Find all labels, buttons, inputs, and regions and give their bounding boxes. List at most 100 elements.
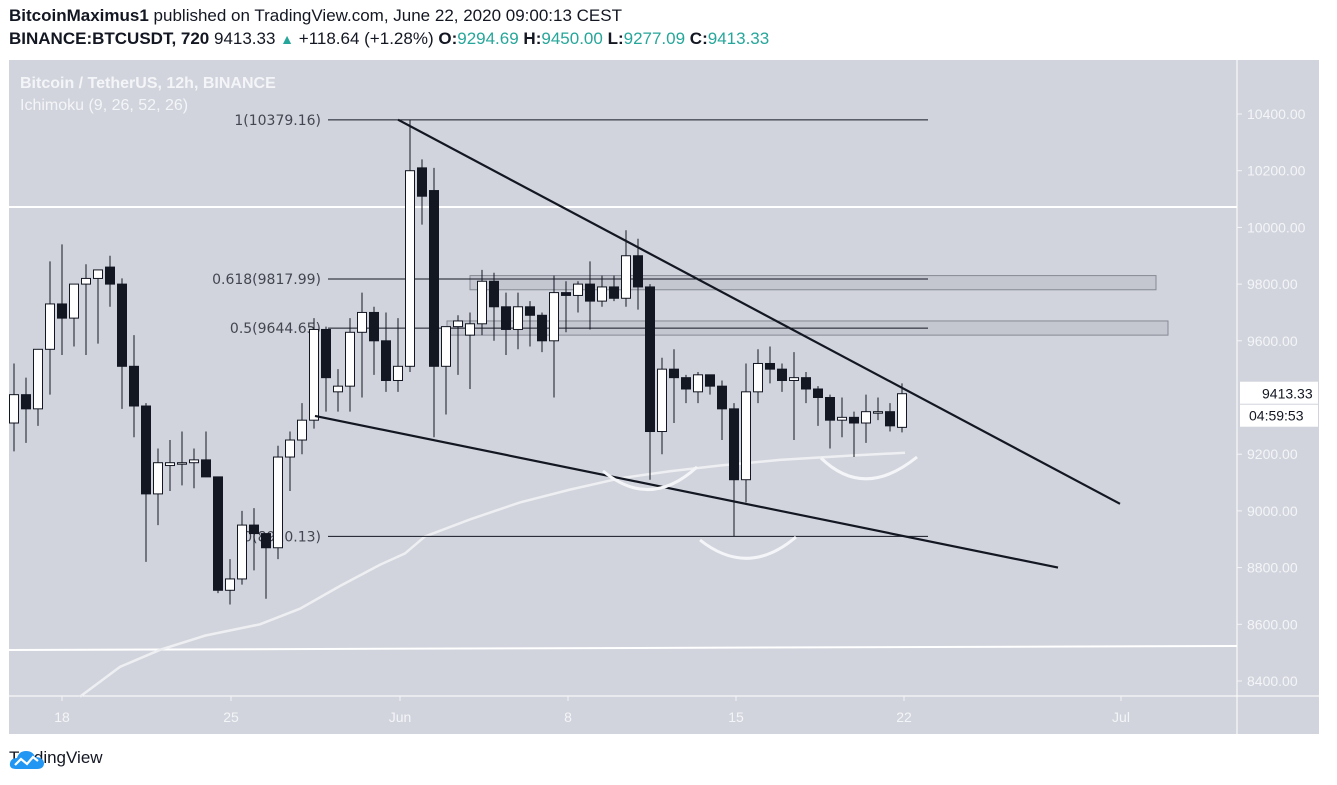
candle-down[interactable] — [825, 397, 835, 421]
candle-up[interactable] — [9, 394, 19, 424]
candle-down[interactable] — [645, 286, 655, 433]
candle-down[interactable] — [729, 408, 739, 481]
candle-down[interactable] — [537, 314, 547, 342]
resistance-zone[interactable] — [469, 275, 1157, 291]
candle-down[interactable] — [813, 388, 823, 398]
candle-up[interactable] — [345, 331, 355, 387]
candle-up[interactable] — [693, 374, 703, 393]
candle-up[interactable] — [597, 286, 607, 302]
x-tick-label: 15 — [728, 709, 744, 725]
candle-up[interactable] — [45, 303, 55, 350]
candle-down[interactable] — [633, 255, 643, 288]
candle-up[interactable] — [393, 365, 403, 381]
candle-up[interactable] — [513, 306, 523, 330]
candle-up[interactable] — [33, 348, 43, 410]
candle-up[interactable] — [837, 416, 847, 421]
trendline-descending-resistance[interactable] — [397, 118, 1121, 505]
candle-down[interactable] — [141, 405, 151, 495]
candle-down[interactable] — [681, 377, 691, 390]
candle-up[interactable] — [285, 439, 295, 458]
author-name[interactable]: BitcoinMaximus1 — [9, 6, 149, 25]
candle-up[interactable] — [69, 283, 79, 319]
candle-up[interactable] — [897, 393, 907, 428]
candle-down[interactable] — [21, 394, 31, 410]
candle-down[interactable] — [777, 368, 787, 381]
chart-area[interactable]: 10400.00 10200.00 10000.00 9800.00 9600.00 92… — [9, 60, 1319, 734]
candle-up[interactable] — [357, 311, 367, 333]
candle-down[interactable] — [849, 416, 859, 424]
candle-up[interactable] — [225, 578, 235, 591]
candle-up[interactable] — [189, 459, 199, 464]
footer-brand[interactable]: TradingView — [9, 748, 103, 769]
candle-down[interactable] — [57, 303, 67, 319]
candle-up[interactable] — [441, 326, 451, 367]
candle-down[interactable] — [249, 524, 259, 535]
candlestick-chart[interactable]: 10400.00 10200.00 10000.00 9800.00 9600.00 92… — [9, 60, 1319, 734]
candle-up[interactable] — [333, 385, 343, 393]
candle-up[interactable] — [621, 255, 631, 299]
candle-down[interactable] — [117, 283, 127, 367]
candle-down[interactable] — [501, 306, 511, 330]
candle-up[interactable] — [165, 462, 175, 467]
candle-down[interactable] — [417, 167, 427, 197]
candle-down[interactable] — [261, 533, 271, 549]
candle-up[interactable] — [309, 328, 319, 421]
chart-legend: Bitcoin / TetherUS, 12h, BINANCE Ichimok… — [20, 73, 276, 117]
candle-up[interactable] — [549, 292, 559, 342]
candle-down[interactable] — [885, 411, 895, 427]
triangle-up-icon: ▲ — [280, 31, 295, 47]
candle-up[interactable] — [465, 323, 475, 336]
horizontal-level-line[interactable] — [9, 645, 1238, 651]
candle-up[interactable] — [741, 391, 751, 481]
candle-up[interactable] — [453, 320, 463, 328]
candle-down[interactable] — [525, 306, 535, 316]
candle-up[interactable] — [237, 524, 247, 580]
last-price: 9413.33 — [213, 29, 276, 48]
candle-up[interactable] — [405, 170, 415, 367]
candle-down[interactable] — [105, 266, 115, 285]
candle-up[interactable] — [477, 280, 487, 325]
y-tick-label: 8400.00 — [1247, 673, 1298, 689]
candle-up[interactable] — [753, 362, 763, 393]
low-label: L: — [607, 29, 624, 48]
candle-up[interactable] — [573, 283, 583, 296]
candle-down[interactable] — [201, 459, 211, 478]
candle-down[interactable] — [717, 385, 727, 410]
candle-down[interactable] — [213, 476, 223, 591]
candle-down[interactable] — [369, 311, 379, 342]
candle-down[interactable] — [669, 368, 679, 379]
candle-up[interactable] — [657, 368, 667, 433]
candle-up[interactable] — [81, 277, 91, 285]
trendline-descending-support[interactable] — [314, 414, 1059, 569]
last-price-text: 9413.33 — [1262, 386, 1313, 402]
candle-down[interactable] — [705, 374, 715, 387]
candle-down[interactable] — [765, 362, 775, 370]
candle-up[interactable] — [177, 462, 187, 465]
candle-down[interactable] — [129, 365, 139, 407]
candle-up[interactable] — [93, 269, 103, 279]
legend-indicator[interactable]: Ichimoku (9, 26, 52, 26) — [20, 97, 189, 114]
y-tick-label: 8600.00 — [1247, 616, 1298, 632]
candle-up[interactable] — [789, 377, 799, 381]
candle-down[interactable] — [585, 283, 595, 302]
candle-down[interactable] — [801, 377, 811, 390]
publish-info: BitcoinMaximus1 published on TradingView… — [9, 6, 622, 26]
candle-up[interactable] — [153, 462, 163, 495]
candle-down[interactable] — [429, 190, 439, 367]
candle-up[interactable] — [297, 419, 307, 441]
arc-annotation[interactable] — [602, 465, 699, 492]
candle-down[interactable] — [321, 328, 331, 379]
y-tick-label: 8800.00 — [1247, 560, 1298, 576]
arc-annotation[interactable] — [699, 535, 797, 560]
candle-up[interactable] — [861, 411, 871, 424]
arc-annotation[interactable] — [819, 455, 918, 481]
candle-up[interactable] — [873, 411, 883, 414]
ichimoku-line — [79, 451, 906, 698]
symbol-info: BINANCE:BTCUSDT, 720 9413.33 ▲ +118.64 (… — [9, 29, 769, 49]
candle-down[interactable] — [381, 340, 391, 381]
candle-down[interactable] — [489, 280, 499, 308]
candle-down[interactable] — [609, 286, 619, 299]
candle-down[interactable] — [561, 292, 571, 296]
y-tick-label: 10400.00 — [1247, 106, 1306, 122]
candle-up[interactable] — [273, 456, 283, 549]
